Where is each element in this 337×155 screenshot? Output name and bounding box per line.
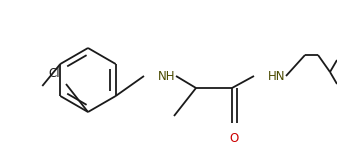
Text: HN: HN	[268, 69, 285, 82]
Text: O: O	[229, 132, 239, 145]
Text: NH: NH	[158, 69, 176, 82]
Text: Cl: Cl	[49, 67, 60, 80]
